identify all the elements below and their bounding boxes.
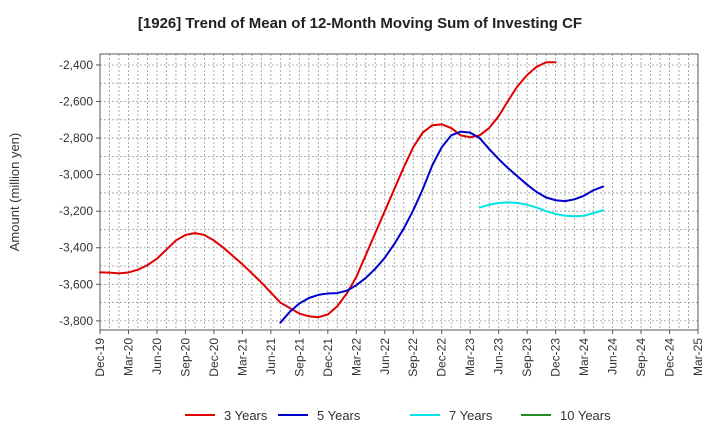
y-tick-label: -3,000 [59, 168, 93, 182]
legend-label-10-years: 10 Years [560, 408, 611, 423]
x-tick-label: Jun-21 [264, 338, 278, 375]
x-tick-label: Jun-24 [606, 338, 620, 375]
series-lines [99, 61, 605, 324]
legend: 3 Years 5 Years 7 Years 10 Years [185, 408, 611, 423]
series-line-3-years [99, 61, 557, 319]
y-tick-label: -3,800 [59, 314, 93, 328]
legend-label-5-years: 5 Years [317, 408, 361, 423]
series-line-5-years [279, 130, 605, 324]
y-tick-label: -2,400 [59, 58, 93, 72]
x-axis: Dec-19 Mar-20 Jun-20 Sep-20 Dec-20 Mar-21 Jun-… [93, 330, 705, 377]
x-tick-label: Mar-22 [349, 338, 363, 376]
x-tick-label: Jun-22 [378, 338, 392, 375]
x-tick-label: Mar-21 [235, 338, 249, 376]
y-tick-label: -2,600 [59, 95, 93, 109]
x-tick-label: Dec-21 [321, 338, 335, 377]
x-tick-label: Mar-20 [121, 338, 135, 376]
series-line-7-years [478, 201, 605, 218]
x-tick-label: Dec-19 [93, 338, 107, 377]
x-tick-label: Mar-24 [577, 338, 591, 376]
plot-border [99, 53, 699, 331]
plot-area [100, 54, 698, 330]
x-tick-label: Sep-21 [292, 338, 306, 377]
y-axis-label: Amount (million yen) [7, 133, 22, 252]
y-tick-label: -2,800 [59, 131, 93, 145]
x-tick-label: Dec-23 [549, 338, 563, 377]
gridlines [99, 54, 699, 330]
y-tick-label: -3,600 [59, 277, 93, 291]
x-tick-label: Sep-23 [520, 338, 534, 377]
y-tick-label: -3,400 [59, 241, 93, 255]
x-tick-label: Mar-25 [691, 338, 705, 376]
x-tick-label: Sep-24 [634, 338, 648, 377]
x-tick-label: Mar-23 [463, 338, 477, 376]
x-tick-label: Dec-22 [435, 338, 449, 377]
y-tick-label: -3,200 [59, 204, 93, 218]
x-tick-label: Sep-22 [406, 338, 420, 377]
x-tick-label: Sep-20 [178, 338, 192, 377]
y-axis: -2,400 -2,600 -2,800 -3,000 -3,200 -3,400 -3,6… [59, 58, 100, 328]
x-tick-label: Dec-24 [663, 338, 677, 377]
chart-title: [1926] Trend of Mean of 12-Month Moving … [138, 15, 582, 32]
x-tick-label: Jun-20 [150, 338, 164, 375]
x-tick-label: Jun-23 [492, 338, 506, 375]
legend-label-7-years: 7 Years [449, 408, 493, 423]
legend-label-3-years: 3 Years [224, 408, 268, 423]
x-tick-label: Dec-20 [207, 338, 221, 377]
